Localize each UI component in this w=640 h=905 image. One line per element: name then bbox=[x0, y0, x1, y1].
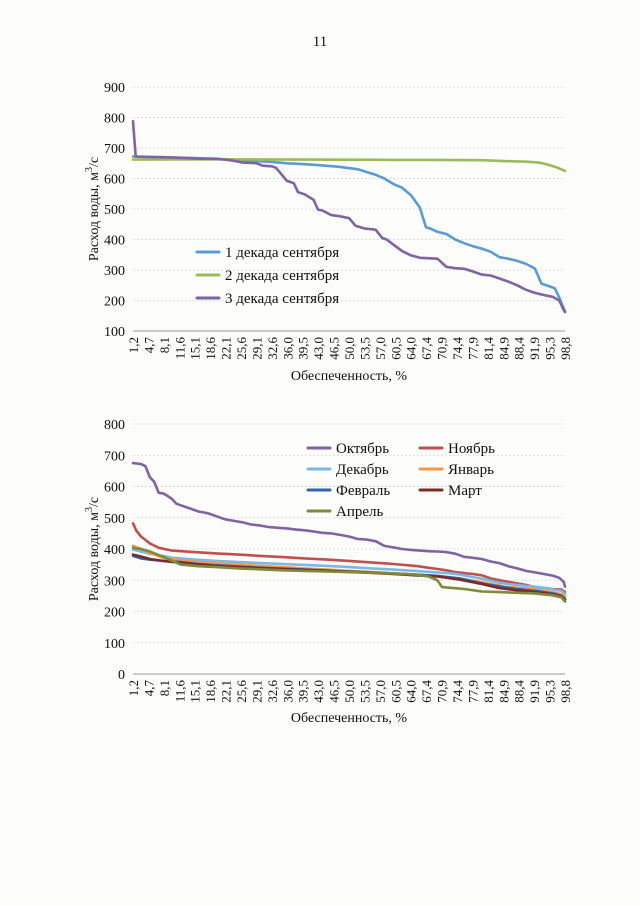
chart1-x-tick-label: 67,4 bbox=[419, 337, 434, 360]
chart1-y-tick-label: 700 bbox=[104, 142, 125, 157]
chart1-y-tick-label: 400 bbox=[104, 234, 125, 249]
chart2-y-axis-title: Расход воды, м3/с bbox=[84, 497, 102, 601]
chart2-x-axis-title: Обеспеченность, % bbox=[291, 711, 407, 726]
chart1-y-tick-label: 500 bbox=[104, 203, 125, 218]
chart2-series-line-1 bbox=[131, 461, 567, 588]
chart2-x-tick-label: 50,0 bbox=[342, 680, 357, 703]
chart1-x-tick-label: 8,1 bbox=[157, 337, 172, 353]
chart2-x-tick-label: 84,9 bbox=[496, 680, 511, 703]
chart2-x-tick-label: 74,4 bbox=[450, 680, 465, 703]
chart1-x-tick-label: 53,5 bbox=[357, 337, 372, 360]
chart1-y-axis-title: Расход воды, м3/с bbox=[84, 157, 102, 261]
page-number: 11 bbox=[312, 34, 328, 50]
chart1-legend-label-2: 2 декада сентября bbox=[225, 268, 339, 284]
chart2-x-tick-label: 25,6 bbox=[234, 680, 249, 703]
chart2-x-tick-label: 53,5 bbox=[357, 680, 372, 703]
chart1-x-tick-label: 98,8 bbox=[558, 337, 573, 360]
chart1-x-tick-label: 11,6 bbox=[172, 337, 187, 360]
chart2-x-tick-label: 57,0 bbox=[373, 680, 388, 703]
chart1-x-tick-label: 4,7 bbox=[141, 337, 156, 354]
chart1-y-tick-label: 300 bbox=[104, 264, 125, 279]
chart1-series-line-1 bbox=[131, 155, 567, 313]
chart2-legend-label-1: Октябрь bbox=[336, 441, 389, 457]
chart2-x-tick-label: 43,0 bbox=[311, 680, 326, 703]
chart1-x-tick-label: 25,6 bbox=[234, 337, 249, 360]
chart2-series-line-7 bbox=[131, 546, 567, 603]
chart2-y-tick-label: 200 bbox=[104, 606, 125, 621]
chart2-x-tick-label: 15,1 bbox=[188, 680, 203, 703]
chart2-x-tick-label: 81,4 bbox=[481, 680, 496, 703]
chart1-x-tick-label: 84,9 bbox=[496, 337, 511, 360]
chart2-x-tick-label: 39,5 bbox=[296, 680, 311, 703]
chart1-x-tick-label: 18,6 bbox=[203, 337, 218, 360]
chart1-x-tick-label: 15,1 bbox=[188, 337, 203, 360]
chart1-x-tick-label: 36,0 bbox=[280, 337, 295, 360]
chart2-series-line-3 bbox=[131, 548, 567, 596]
chart2-x-tick-label: 95,3 bbox=[543, 680, 558, 703]
chart1-x-tick-label: 77,9 bbox=[465, 337, 480, 360]
chart1-series-line-3 bbox=[131, 119, 567, 314]
chart2-legend-label-3: Декабрь bbox=[336, 462, 389, 478]
chart1-x-tick-label: 70,9 bbox=[435, 337, 450, 360]
chart2-y-tick-label: 800 bbox=[104, 418, 125, 433]
chart1-y-tick-label: 800 bbox=[104, 112, 125, 127]
chart2-legend-label-6: Март bbox=[448, 483, 482, 499]
chart2-y-tick-label: 600 bbox=[104, 481, 125, 496]
chart1-x-tick-label: 32,6 bbox=[265, 337, 280, 360]
chart2-x-tick-label: 11,6 bbox=[172, 680, 187, 703]
chart1-x-tick-label: 57,0 bbox=[373, 337, 388, 360]
chart1-x-tick-label: 81,4 bbox=[481, 337, 496, 360]
chart2-legend-label-7: Апрель bbox=[336, 504, 384, 520]
chart2-x-tick-label: 60,5 bbox=[388, 680, 403, 703]
chart2-x-tick-label: 64,0 bbox=[404, 680, 419, 703]
chart1-x-tick-label: 39,5 bbox=[296, 337, 311, 360]
chart1-legend-label-1: 1 декада сентября bbox=[225, 245, 339, 261]
chart1-x-tick-label: 64,0 bbox=[404, 337, 419, 360]
chart2-x-tick-label: 91,9 bbox=[527, 680, 542, 703]
chart2-x-tick-label: 77,9 bbox=[465, 680, 480, 703]
chart2-x-tick-label: 18,6 bbox=[203, 680, 218, 703]
chart1-x-tick-label: 88,4 bbox=[512, 337, 527, 360]
chart1-y-tick-label: 200 bbox=[104, 295, 125, 310]
chart1-x-tick-label: 29,1 bbox=[249, 337, 264, 360]
chart2-y-tick-label: 400 bbox=[104, 543, 125, 558]
chart1-x-tick-label: 95,3 bbox=[543, 337, 558, 360]
chart2-x-tick-label: 98,8 bbox=[558, 680, 573, 703]
chart2-x-tick-label: 4,7 bbox=[141, 680, 156, 697]
chart1-x-tick-label: 91,9 bbox=[527, 337, 542, 360]
chart1-x-tick-label: 43,0 bbox=[311, 337, 326, 360]
chart1-series-line-2 bbox=[131, 158, 567, 173]
chart1-x-axis-title: Обеспеченность, % bbox=[291, 369, 407, 384]
chart2-legend-label-2: Ноябрь bbox=[448, 441, 495, 457]
chart2-x-tick-label: 36,0 bbox=[280, 680, 295, 703]
chart1-x-tick-label: 22,1 bbox=[219, 337, 234, 360]
chart2-legend-label-5: Февраль bbox=[336, 483, 390, 499]
chart2-x-tick-label: 67,4 bbox=[419, 680, 434, 703]
chart2-x-tick-label: 8,1 bbox=[157, 680, 172, 696]
chart2-x-tick-label: 70,9 bbox=[435, 680, 450, 703]
chart2-x-tick-label: 88,4 bbox=[512, 680, 527, 703]
chart2-y-tick-label: 300 bbox=[104, 574, 125, 589]
chart1-y-tick-label: 100 bbox=[104, 325, 125, 340]
chart2-legend-label-4: Январь bbox=[448, 462, 494, 478]
chart2-y-tick-label: 100 bbox=[104, 637, 125, 652]
chart1-legend-label-3: 3 декада сентября bbox=[225, 291, 339, 307]
chart1-y-tick-label: 600 bbox=[104, 173, 125, 188]
chart1-x-tick-label: 1,2 bbox=[126, 337, 141, 353]
chart1-x-tick-label: 60,5 bbox=[388, 337, 403, 360]
chart2-x-tick-label: 46,5 bbox=[327, 680, 342, 703]
chart1-x-tick-label: 50,0 bbox=[342, 337, 357, 360]
chart1-x-tick-label: 46,5 bbox=[327, 337, 342, 360]
chart2-x-tick-label: 29,1 bbox=[249, 680, 264, 703]
chart2-x-tick-label: 32,6 bbox=[265, 680, 280, 703]
chart2-y-tick-label: 0 bbox=[118, 668, 125, 683]
chart2-x-tick-label: 22,1 bbox=[219, 680, 234, 703]
chart2-x-tick-label: 1,2 bbox=[126, 680, 141, 696]
chart2-y-tick-label: 700 bbox=[104, 449, 125, 464]
chart2-y-tick-label: 500 bbox=[104, 512, 125, 527]
chart1-x-tick-label: 74,4 bbox=[450, 337, 465, 360]
chart1-y-tick-label: 900 bbox=[104, 81, 125, 96]
